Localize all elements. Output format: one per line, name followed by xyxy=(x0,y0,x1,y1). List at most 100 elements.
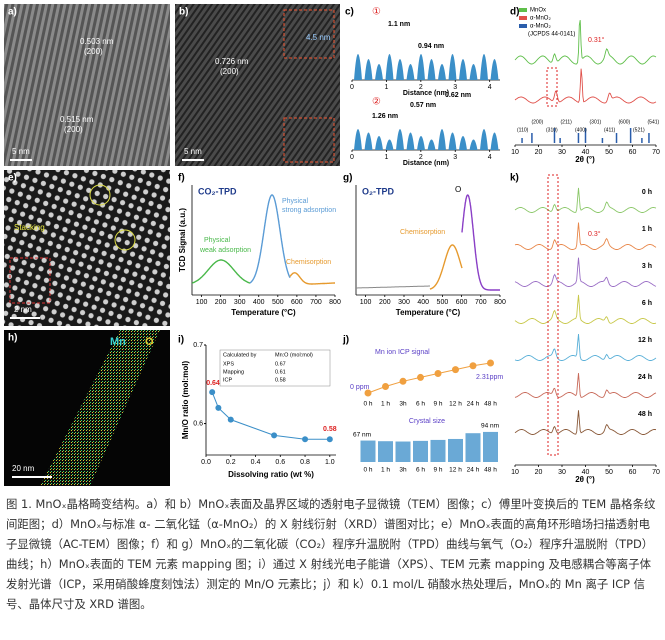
data-label: 67 nm xyxy=(353,431,371,438)
profile-marker: ① xyxy=(372,7,381,18)
bar xyxy=(378,441,393,462)
series-label: 24 h xyxy=(638,374,652,381)
panel-label: a) xyxy=(8,7,17,18)
x-tick-label: 0.0 xyxy=(201,459,211,466)
x-tick-label: 0 h xyxy=(363,467,372,474)
bar xyxy=(448,438,463,462)
profile-peak xyxy=(490,132,499,150)
curve xyxy=(514,222,657,250)
bar xyxy=(483,431,498,462)
curve xyxy=(514,333,657,361)
peak-label: (411) xyxy=(604,127,616,133)
image-annotation: 0.515 nm xyxy=(60,115,94,124)
data-point xyxy=(326,436,333,443)
profile-peak xyxy=(459,59,467,80)
table-cell: 0.61 xyxy=(275,369,286,375)
bar xyxy=(413,440,428,462)
data-point xyxy=(382,383,389,391)
x-tick-label: 12 h xyxy=(449,467,462,474)
series-label: 12 h xyxy=(638,337,652,344)
data-label: 0.58 xyxy=(323,426,337,433)
x-tick-label: 9 h xyxy=(433,467,442,474)
panel-label: e) xyxy=(8,173,17,184)
highlight-box xyxy=(546,67,558,107)
annotation: Physical xyxy=(204,237,231,244)
data-label: 94 nm xyxy=(481,423,499,430)
table-cell: XPS xyxy=(223,361,234,367)
x-tick-label: 70 xyxy=(652,149,660,156)
x-tick-label: 1 h xyxy=(381,467,390,474)
data-label: 2.31ppm xyxy=(476,374,503,381)
image-annotation: (200) xyxy=(84,47,103,56)
x-tick-label: 3 xyxy=(453,84,457,91)
peak-label: (400) xyxy=(575,127,587,133)
x-tick-label: 48 h xyxy=(484,401,497,408)
image-annotation: 5 nm xyxy=(184,147,202,156)
curve xyxy=(514,294,657,324)
x-tick-label: 600 xyxy=(456,299,468,306)
peak-label: (211) xyxy=(561,119,573,125)
axis-title: Dissolving ratio (wt %) xyxy=(228,470,314,479)
x-tick-label: 0.4 xyxy=(251,459,261,466)
axis-title: Distance (nm) xyxy=(403,90,449,97)
x-tick-label: 100 xyxy=(196,299,208,306)
x-tick-label: 24 h xyxy=(467,467,480,474)
series-label: 1 h xyxy=(642,226,652,233)
spacing-label: 0.57 nm xyxy=(410,102,436,109)
x-tick-label: 70 xyxy=(652,469,660,476)
x-tick-label: 6 h xyxy=(416,467,425,474)
legend-entry: α-MnO₂ xyxy=(530,24,551,30)
image-annotation: 2 nm xyxy=(14,305,32,314)
x-tick-label: 300 xyxy=(398,299,410,306)
profile-peak xyxy=(448,132,457,150)
profile-peak xyxy=(375,64,383,80)
data-line xyxy=(211,391,330,440)
series-label: 6 h xyxy=(642,300,652,307)
peak-label: (600) xyxy=(619,119,631,125)
x-tick-label: 6 h xyxy=(416,401,425,408)
x-tick-label: 1 xyxy=(384,84,388,91)
panel-label: b) xyxy=(179,7,188,18)
panel-label: k) xyxy=(510,173,519,184)
peak-label: (541) xyxy=(648,119,660,125)
profile-peak xyxy=(375,136,383,150)
x-tick-label: 1.0 xyxy=(325,459,335,466)
curve xyxy=(514,20,657,65)
x-tick-label: 60 xyxy=(629,469,637,476)
x-tick-label: 9 h xyxy=(433,401,442,408)
axis-title: 2θ (°) xyxy=(575,155,595,164)
x-tick-label: 700 xyxy=(475,299,487,306)
x-tick-label: 20 xyxy=(535,469,543,476)
x-tick-label: 30 xyxy=(558,149,566,156)
profile-peak xyxy=(490,59,499,80)
highlight-circle xyxy=(89,184,111,206)
x-tick-label: 200 xyxy=(379,299,391,306)
peak-label: (521) xyxy=(633,127,645,133)
profile-peak xyxy=(438,129,446,150)
annotation: Chemisorption xyxy=(286,259,331,266)
tem-image xyxy=(175,4,340,166)
scale-label: 20 nm xyxy=(12,464,35,473)
data-point xyxy=(399,377,407,385)
x-tick-label: 3 xyxy=(453,154,457,161)
axis-title: Temperature (°C) xyxy=(231,308,296,317)
profile-peak xyxy=(427,59,436,80)
curve xyxy=(461,194,500,291)
highlight-box xyxy=(283,9,335,59)
profile-peak xyxy=(480,54,488,80)
axis-title: TCD Signal (a.u.) xyxy=(178,208,187,272)
x-tick-label: 40 xyxy=(582,149,590,156)
x-tick-label: 50 xyxy=(605,149,613,156)
axis-title: Distance (nm) xyxy=(403,160,449,167)
data-point xyxy=(469,362,477,370)
legend-entry: Mn xyxy=(110,336,126,348)
x-tick-label: 1 xyxy=(384,154,388,161)
x-tick-label: 3h xyxy=(399,467,407,474)
x-tick-label: 10 xyxy=(511,469,519,476)
profile-peak xyxy=(469,64,478,80)
data-point xyxy=(302,436,309,443)
x-tick-label: 500 xyxy=(437,299,449,306)
series-label: 3 h xyxy=(642,263,652,270)
highlight-box xyxy=(547,174,559,456)
curve xyxy=(289,272,335,285)
